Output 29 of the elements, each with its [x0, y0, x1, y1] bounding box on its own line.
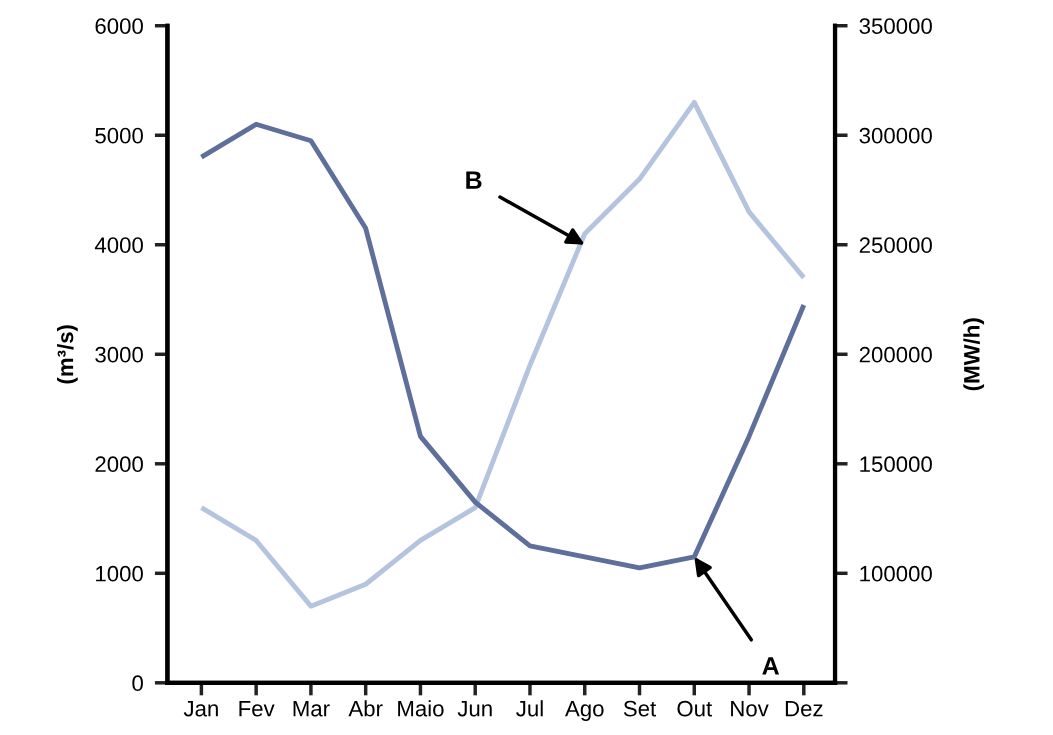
- y-tick-label: 6000: [95, 18, 143, 34]
- x-tick-label: Dez: [785, 700, 823, 717]
- x-tick-label: Out: [677, 700, 713, 717]
- y2-tick-label: 250000: [859, 237, 932, 254]
- x-tick-label: Maio: [398, 700, 444, 717]
- x-tick-label: Mar: [293, 700, 330, 717]
- y-axis-title: (m³/s): [57, 325, 78, 384]
- annotation: A: [762, 657, 780, 675]
- y-tick-label: 3000: [95, 346, 143, 363]
- x-tick-label: Jun: [457, 700, 492, 717]
- y-tick-label: 5000: [95, 127, 143, 144]
- x-tick-label: Jan: [183, 700, 218, 717]
- annotation: B: [466, 171, 482, 189]
- y2-tick-label: 300000: [859, 127, 932, 144]
- y-tick-label: 0: [132, 675, 143, 692]
- y-tick-label: 1000: [96, 565, 143, 582]
- y2-axis-title: (MW/h): [963, 318, 985, 391]
- x-tick-label: Nov: [731, 700, 769, 717]
- x-tick-label: Ago: [565, 700, 604, 721]
- y2-tick-label: 150000: [860, 456, 932, 473]
- y2-tick-label: 200000: [859, 346, 932, 363]
- y2-tick-label: 100000: [860, 565, 932, 582]
- x-tick-label: Set: [623, 700, 657, 717]
- x-tick-label: Abr: [348, 700, 383, 717]
- x-tick-label: Jul: [516, 700, 543, 717]
- y-tick-label: 4000: [94, 237, 143, 254]
- y-tick-label: 2000: [95, 456, 143, 473]
- x-tick-label: Fev: [239, 700, 275, 717]
- y2-tick-label: 350000: [859, 18, 932, 34]
